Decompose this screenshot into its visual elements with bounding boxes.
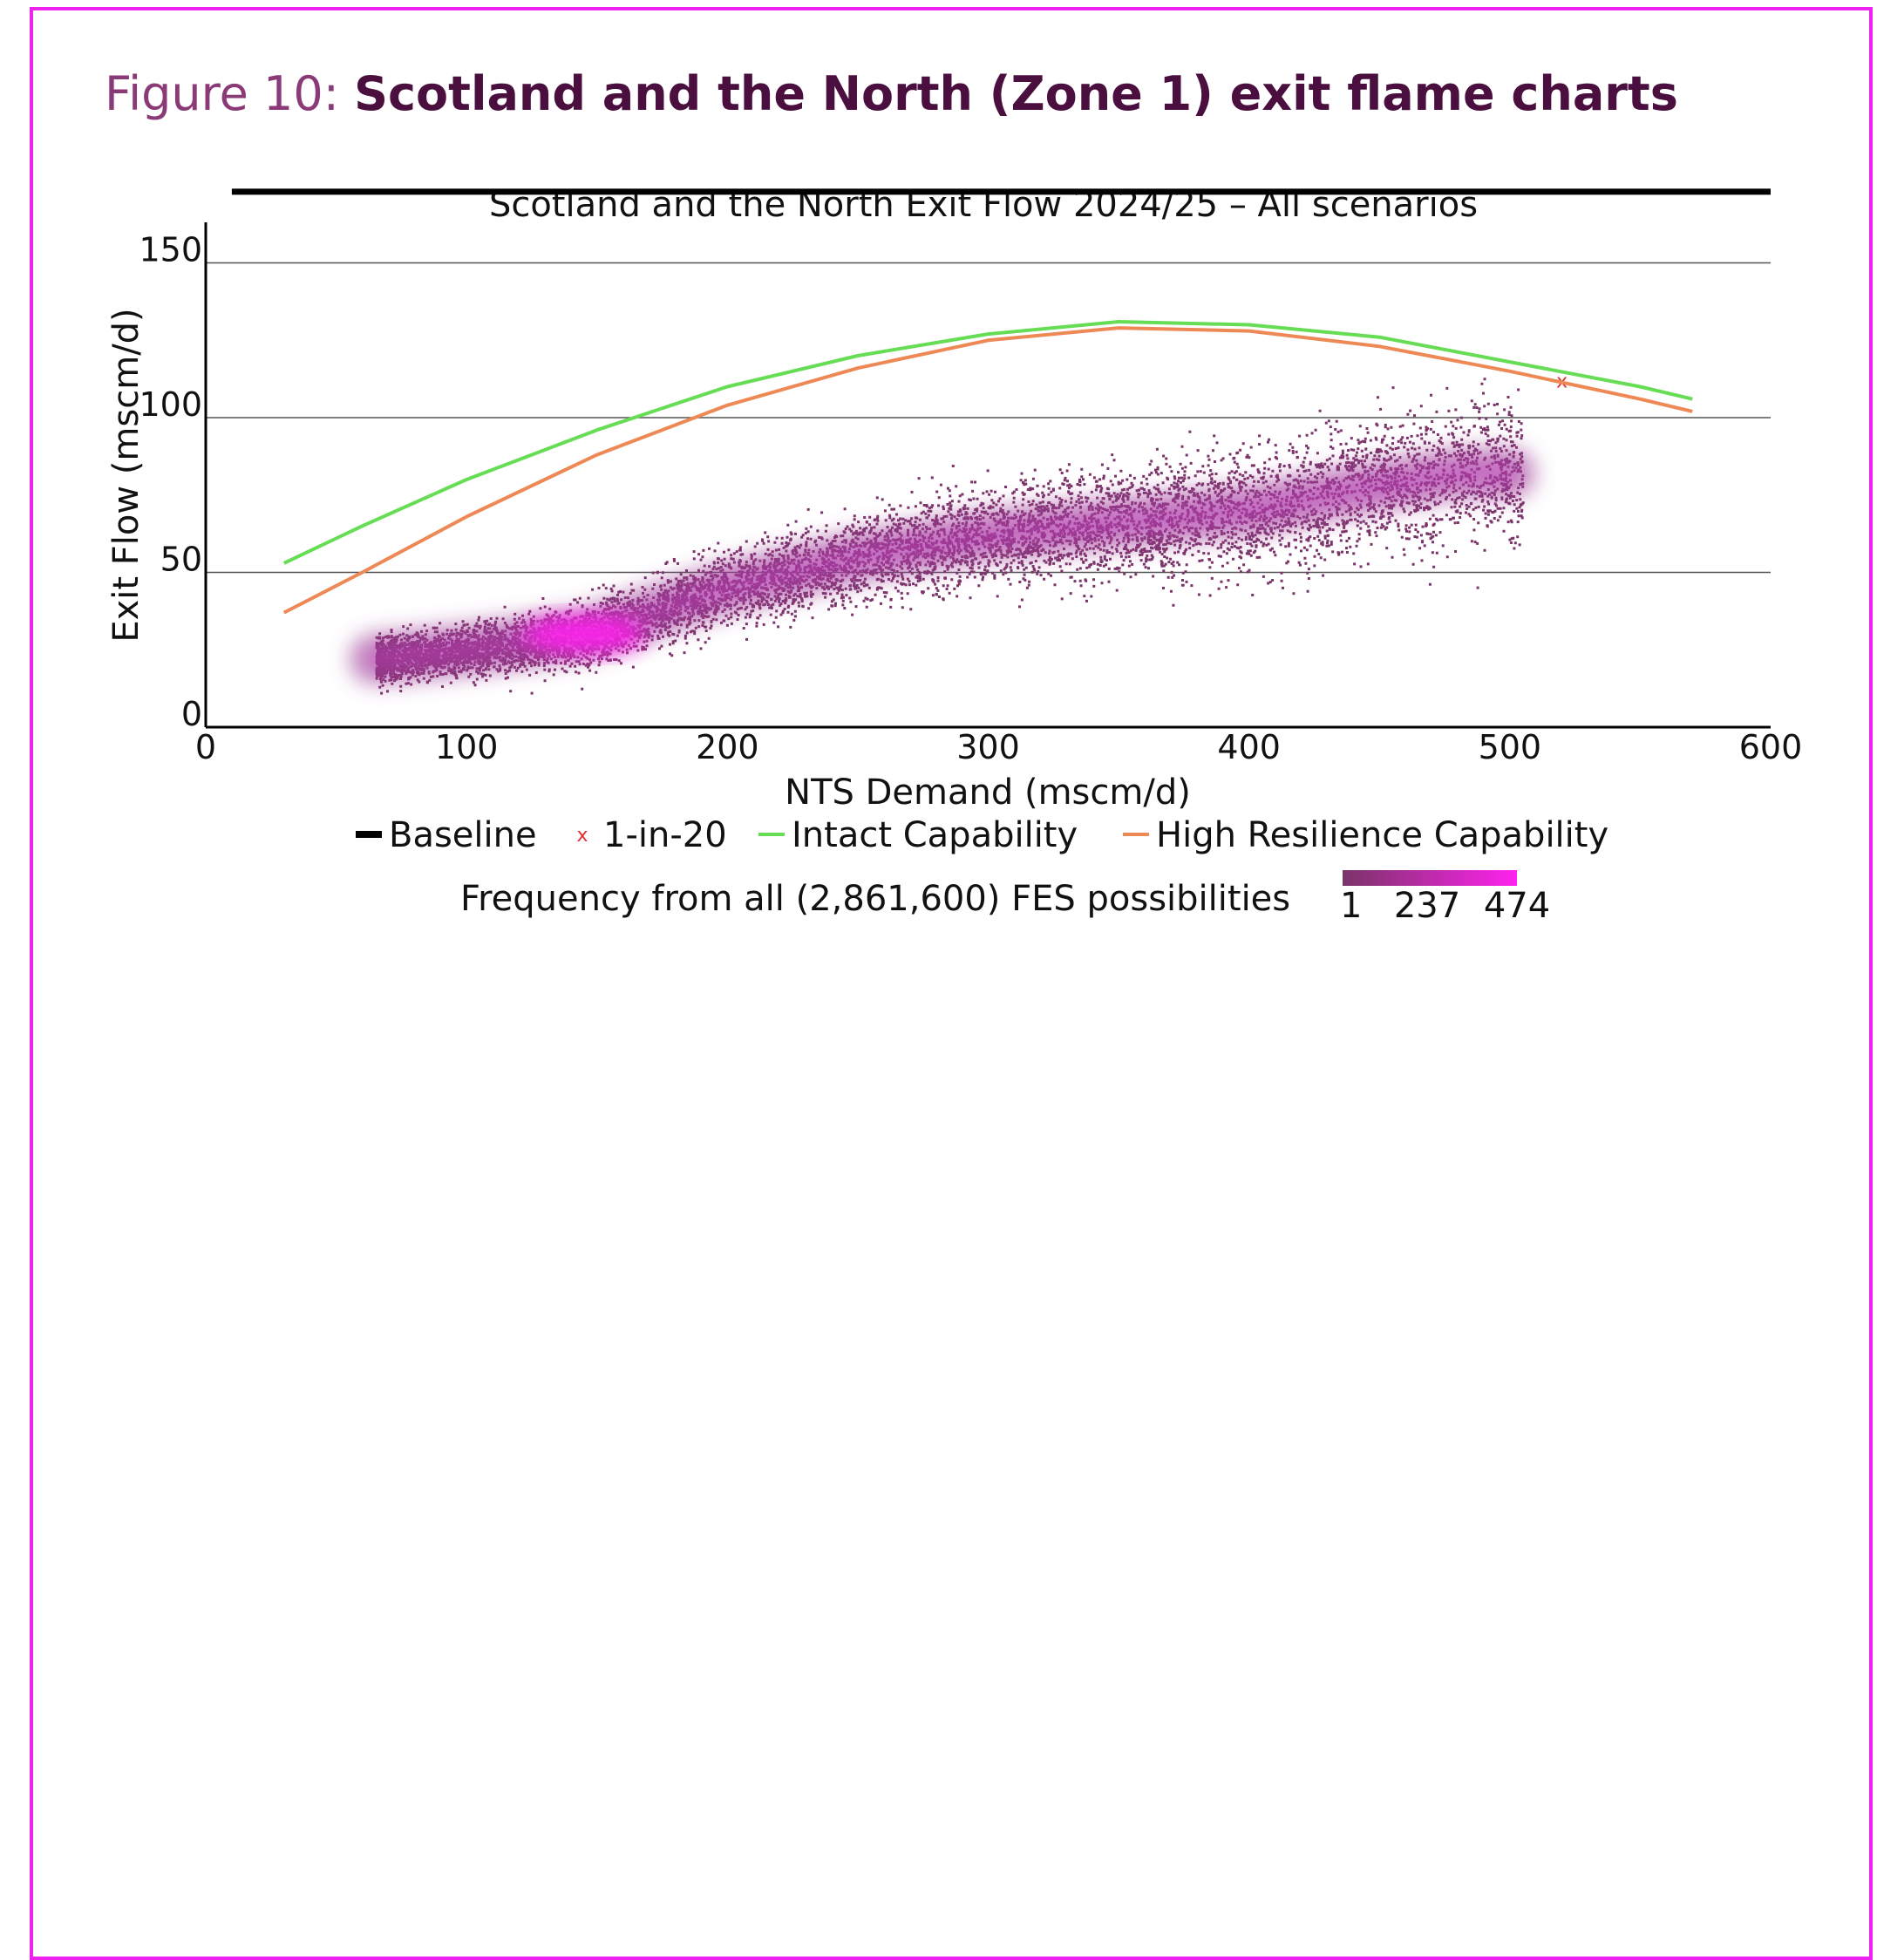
x-tick-label: 300 (956, 728, 1020, 766)
y-axis-label: Exit Flow (mscm/d) (106, 308, 146, 642)
x-tick-label: 200 (696, 728, 759, 766)
x-tick-label: 0 (195, 728, 216, 766)
y-tick-label: 0 (181, 695, 202, 733)
y-tick-label: 150 (139, 231, 202, 269)
x-tick-label: 500 (1479, 728, 1542, 766)
series-layer: x (231, 188, 1771, 615)
density-cloud (349, 378, 1536, 695)
series-high-resilience-capability (282, 326, 1693, 615)
density-peak (522, 615, 645, 654)
x-tick-label: 100 (435, 728, 499, 766)
colorbar-gradient (1343, 870, 1517, 886)
legend-label: Intact Capability (792, 815, 1078, 855)
legend: Baseline x 1-in-20 Intact Capability High Re… (356, 815, 1608, 855)
x-axis-label: NTS Demand (mscm/d) (785, 772, 1191, 813)
density-legend-label: Frequency from all (2,861,600) FES possi… (460, 879, 1290, 919)
figure-title: Scotland and the North (Zone 1) exit fla… (354, 66, 1678, 121)
legend-swatch-baseline (356, 831, 382, 838)
legend-swatch-1-in-20: x (576, 825, 588, 847)
colorbar: Frequency from all (2,861,600) FES possi… (460, 870, 1550, 926)
colorbar-tick-label: 1 (1340, 886, 1362, 926)
axes: 0 100 200 300 400 500 600 0 50 100 150 (139, 222, 1802, 766)
series-intact-capability (282, 320, 1693, 565)
x-tick-label: 400 (1217, 728, 1281, 766)
x-tick-label: 600 (1739, 728, 1803, 766)
colorbar-tick-label: 237 (1394, 886, 1460, 926)
y-tick-label: 50 (160, 541, 202, 579)
legend-label: 1-in-20 (603, 815, 727, 855)
colorbar-tick-label: 474 (1484, 886, 1550, 926)
figure-heading: Figure 10: Scotland and the North (Zone … (105, 66, 1678, 121)
gridlines (206, 262, 1771, 574)
figure-label: Figure 10: (105, 66, 339, 121)
legend-label: Baseline (389, 815, 537, 855)
legend-label: High Resilience Capability (1156, 815, 1608, 855)
y-tick-label: 100 (139, 385, 202, 424)
